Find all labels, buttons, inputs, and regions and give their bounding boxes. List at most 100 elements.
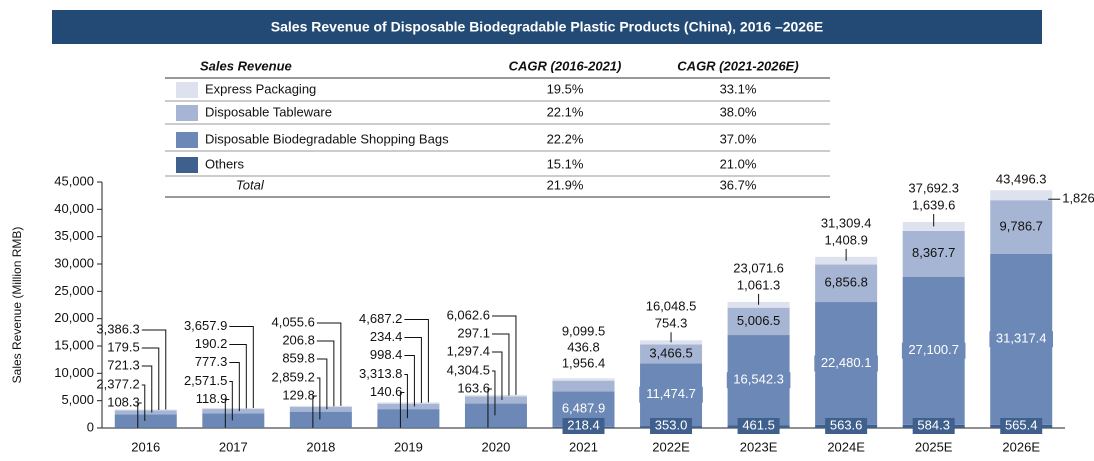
table-cell: 21.9% [547, 177, 584, 192]
total-label: 4,687.2 [359, 311, 402, 326]
chart-title: Sales Revenue of Disposable Biodegradabl… [271, 19, 823, 35]
leader-line [141, 365, 153, 413]
bar-segment [202, 408, 265, 410]
value-label: 234.4 [370, 329, 403, 344]
value-label: 129.8 [282, 387, 315, 402]
value-label: 6,856.8 [824, 275, 867, 290]
x-tick-label: 2024E [827, 439, 865, 454]
total-label: 4,055.6 [271, 314, 314, 329]
bar-segment [202, 413, 265, 428]
y-tick-label: 25,000 [54, 283, 94, 298]
value-label: 565.4 [1005, 417, 1038, 432]
table-header: CAGR (2021-2026E) [677, 58, 798, 73]
bar-segment [202, 409, 265, 414]
bar-segment [289, 405, 352, 407]
leader-line [141, 347, 160, 410]
table-cell: 36.7% [720, 177, 757, 192]
bar-segment [377, 402, 440, 404]
value-label: 1,826.8 [1062, 191, 1094, 206]
leader-line [229, 381, 233, 421]
label-box [730, 313, 787, 330]
bar-segment [464, 396, 527, 404]
total-label: 9,099.5 [562, 324, 605, 339]
value-label: 998.4 [370, 347, 403, 362]
x-tick-label: 2025E [915, 439, 953, 454]
label-box [737, 418, 780, 434]
value-label: 777.3 [195, 354, 228, 369]
bar-segment [114, 414, 177, 428]
table-cell: 37.0% [720, 131, 757, 146]
leader-line [404, 355, 415, 407]
bar-segment [114, 409, 177, 411]
legend-swatch [176, 82, 198, 98]
leader-line [491, 370, 496, 416]
label-box [817, 275, 875, 292]
leader-line [404, 319, 429, 403]
bar-segment [289, 411, 352, 428]
x-tick-label: 2023E [740, 439, 778, 454]
leader-line [491, 333, 510, 396]
value-label: 1,297.4 [447, 343, 490, 358]
y-tick-label: 30,000 [54, 255, 94, 270]
bar-segment [552, 380, 615, 392]
y-tick-label: 45,000 [54, 173, 94, 188]
value-label: 31,317.4 [996, 331, 1047, 346]
value-label: 108.3 [107, 394, 140, 409]
value-label: 8,367.7 [912, 245, 955, 260]
x-tick-label: 2017 [219, 439, 248, 454]
leader-line [229, 362, 240, 412]
leader-line [491, 315, 517, 395]
bar-segment [202, 427, 265, 428]
value-label: 11,474.7 [646, 386, 696, 401]
y-tick-label: 15,000 [54, 337, 94, 352]
leader-line [229, 326, 254, 409]
value-label: 3,466.5 [649, 345, 692, 360]
value-label: 206.8 [282, 332, 315, 347]
leader-line [312, 395, 317, 428]
label-box [814, 355, 878, 372]
x-tick-label: 2026E [1002, 439, 1040, 454]
label-box [562, 418, 605, 434]
total-label: 6,062.6 [447, 307, 490, 322]
leader-line [141, 329, 167, 410]
value-label: 2,859.2 [271, 369, 314, 384]
label-box [901, 342, 966, 359]
value-label: 353.0 [655, 417, 688, 432]
bar-segment [377, 403, 440, 410]
value-label: 1,639.6 [912, 197, 955, 212]
value-label: 1,956.4 [562, 356, 605, 371]
legend-label: Disposable Biodegradable Shopping Bags [205, 131, 449, 146]
value-label: 584.3 [917, 417, 950, 432]
leader-line [316, 340, 335, 407]
table-cell: 38.0% [720, 104, 757, 119]
x-tick-label: 2020 [481, 439, 510, 454]
bar-segment [464, 403, 527, 428]
value-label: 563.6 [830, 417, 863, 432]
label-box [825, 418, 868, 434]
value-label: 22,480.1 [821, 355, 872, 370]
value-label: 140.6 [370, 384, 403, 399]
bar-segment [552, 378, 615, 381]
table-cell: 22.1% [547, 104, 584, 119]
x-tick-label: 2021 [569, 439, 598, 454]
leader-line [316, 322, 342, 406]
value-label: 2,377.2 [96, 376, 139, 391]
value-label: 461.5 [742, 417, 775, 432]
y-tick-label: 5,000 [61, 392, 94, 407]
total-label: 31,309.4 [821, 215, 872, 230]
table-bg [165, 56, 830, 197]
legend-label: Disposable Tableware [205, 104, 332, 119]
x-tick-label: 2018 [306, 439, 335, 454]
bar-segment [114, 410, 177, 415]
table-cell: 19.5% [547, 81, 584, 96]
leader-line [487, 388, 492, 428]
table-cell: 33.1% [720, 81, 757, 96]
value-label: 5,006.5 [737, 313, 780, 328]
table-header: CAGR (2016-2021) [509, 58, 622, 73]
total-label: 43,496.3 [996, 172, 1047, 187]
value-label: 218.4 [567, 417, 600, 432]
x-tick-label: 2022E [652, 439, 690, 454]
y-axis-label: Sales Revenue (Million RMB) [10, 227, 24, 384]
y-tick-label: 10,000 [54, 365, 94, 380]
